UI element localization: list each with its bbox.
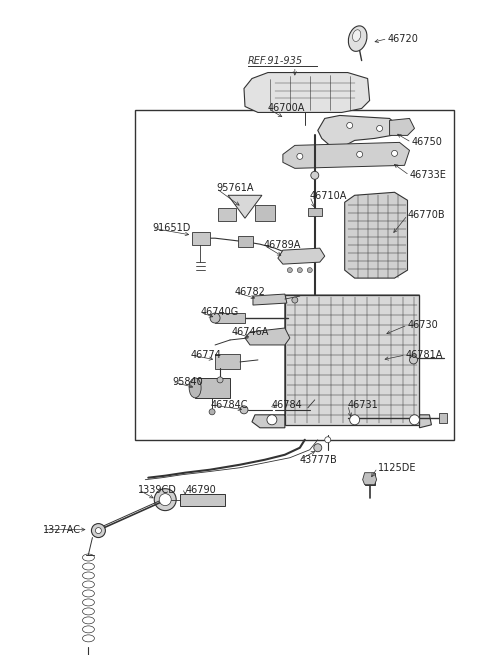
Bar: [255, 205, 275, 221]
Text: 95840: 95840: [172, 377, 203, 387]
Ellipse shape: [154, 489, 176, 510]
Circle shape: [392, 150, 397, 156]
Text: 46700A: 46700A: [268, 104, 305, 113]
Circle shape: [96, 527, 101, 533]
Text: 46733E: 46733E: [409, 171, 446, 180]
Text: 1125DE: 1125DE: [378, 462, 416, 473]
Circle shape: [409, 356, 418, 364]
Text: 1339CD: 1339CD: [138, 485, 177, 495]
Text: REF.91-935: REF.91-935: [248, 56, 303, 66]
Text: 46710A: 46710A: [310, 192, 347, 201]
Ellipse shape: [189, 378, 201, 398]
Polygon shape: [244, 73, 370, 112]
Circle shape: [292, 297, 298, 303]
Circle shape: [347, 123, 353, 129]
Circle shape: [307, 268, 312, 273]
Circle shape: [311, 171, 319, 179]
Bar: [285, 295, 420, 425]
Ellipse shape: [352, 30, 361, 41]
Polygon shape: [345, 192, 408, 278]
Text: 43777B: 43777B: [300, 455, 337, 464]
Bar: [135, 110, 455, 440]
Bar: [308, 208, 322, 216]
Text: 46750: 46750: [411, 137, 443, 148]
Text: 46770B: 46770B: [408, 210, 445, 220]
Circle shape: [357, 152, 363, 157]
Circle shape: [409, 415, 420, 425]
Text: 46782: 46782: [235, 287, 266, 297]
Text: 46774: 46774: [190, 350, 221, 360]
Text: 95761A: 95761A: [216, 183, 253, 194]
Bar: [215, 354, 240, 369]
Circle shape: [377, 125, 383, 131]
Circle shape: [217, 377, 223, 383]
Circle shape: [91, 523, 106, 537]
Bar: [215, 313, 245, 323]
Bar: [365, 473, 374, 485]
Text: 46746A: 46746A: [232, 327, 269, 337]
Circle shape: [325, 437, 331, 443]
Polygon shape: [228, 195, 262, 218]
Circle shape: [297, 268, 302, 273]
Circle shape: [350, 415, 360, 425]
Circle shape: [209, 409, 215, 415]
Circle shape: [267, 415, 277, 425]
Polygon shape: [252, 295, 432, 428]
Ellipse shape: [348, 26, 367, 51]
Bar: [192, 232, 210, 245]
Text: 46789A: 46789A: [264, 240, 301, 250]
Polygon shape: [245, 328, 290, 345]
Circle shape: [240, 406, 248, 414]
Bar: [84, 655, 94, 656]
Text: 46720: 46720: [387, 33, 419, 43]
Text: 46740G: 46740G: [200, 307, 239, 317]
Polygon shape: [390, 119, 415, 135]
Circle shape: [314, 443, 322, 452]
Text: 46784: 46784: [272, 400, 303, 410]
Circle shape: [288, 268, 292, 273]
Polygon shape: [283, 142, 409, 169]
Bar: [238, 236, 253, 247]
Text: 46790: 46790: [185, 485, 216, 495]
Circle shape: [297, 154, 303, 159]
Polygon shape: [318, 115, 397, 148]
Text: 1327AC: 1327AC: [43, 525, 81, 535]
Polygon shape: [278, 248, 325, 264]
Bar: [218, 208, 236, 221]
Circle shape: [159, 494, 171, 506]
Circle shape: [210, 313, 220, 323]
Polygon shape: [363, 473, 377, 485]
Bar: [180, 494, 225, 506]
Bar: [195, 378, 230, 398]
Bar: [439, 413, 447, 423]
Text: 46781A: 46781A: [406, 350, 443, 360]
Text: 46730: 46730: [408, 320, 438, 330]
Text: 46731: 46731: [348, 400, 378, 410]
Text: 91651D: 91651D: [152, 223, 191, 234]
Polygon shape: [253, 294, 287, 305]
Text: 46784C: 46784C: [210, 400, 248, 410]
